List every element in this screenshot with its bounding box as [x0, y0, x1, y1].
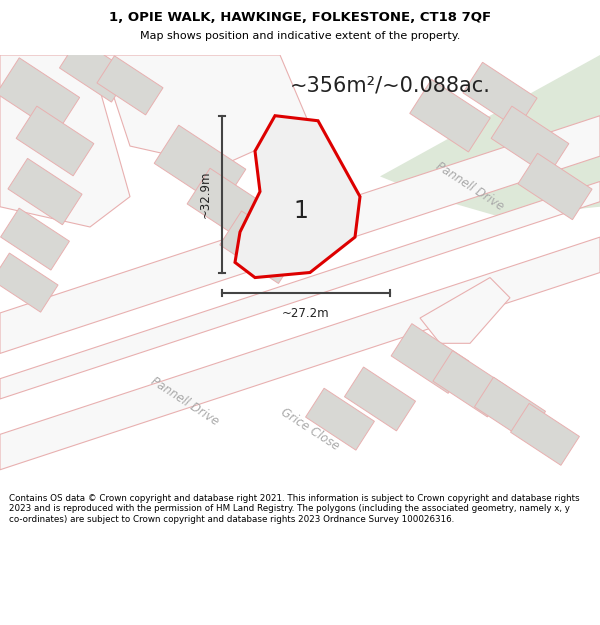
- Polygon shape: [491, 106, 569, 176]
- Polygon shape: [0, 55, 130, 227]
- Text: Pannell Drive: Pannell Drive: [149, 374, 221, 428]
- Text: Pannell Drive: Pannell Drive: [434, 160, 506, 213]
- Polygon shape: [420, 278, 510, 343]
- Polygon shape: [410, 79, 490, 152]
- Text: 1: 1: [294, 199, 309, 222]
- Polygon shape: [0, 58, 80, 133]
- Text: 1, OPIE WALK, HAWKINGE, FOLKESTONE, CT18 7QF: 1, OPIE WALK, HAWKINGE, FOLKESTONE, CT18…: [109, 11, 491, 24]
- Polygon shape: [8, 158, 82, 225]
- Polygon shape: [391, 324, 469, 393]
- Polygon shape: [305, 388, 374, 450]
- Text: ~27.2m: ~27.2m: [282, 307, 330, 320]
- Polygon shape: [475, 377, 545, 441]
- Polygon shape: [433, 351, 507, 417]
- Polygon shape: [1, 208, 70, 270]
- Polygon shape: [0, 116, 600, 353]
- Polygon shape: [220, 211, 300, 284]
- Polygon shape: [518, 153, 592, 220]
- Polygon shape: [100, 55, 310, 166]
- Text: Contains OS data © Crown copyright and database right 2021. This information is : Contains OS data © Crown copyright and d…: [9, 494, 580, 524]
- Polygon shape: [59, 38, 131, 102]
- Polygon shape: [380, 55, 600, 217]
- Polygon shape: [0, 253, 58, 312]
- Text: Map shows position and indicative extent of the property.: Map shows position and indicative extent…: [140, 31, 460, 41]
- Polygon shape: [235, 116, 360, 278]
- Polygon shape: [97, 56, 163, 115]
- Polygon shape: [187, 168, 273, 245]
- Text: ~356m²/~0.088ac.: ~356m²/~0.088ac.: [290, 76, 491, 96]
- Polygon shape: [0, 181, 600, 399]
- Polygon shape: [16, 106, 94, 176]
- Polygon shape: [511, 403, 580, 466]
- Polygon shape: [154, 125, 246, 208]
- Text: Grice Close: Grice Close: [278, 406, 341, 453]
- Text: ~32.9m: ~32.9m: [199, 171, 212, 218]
- Polygon shape: [344, 367, 416, 431]
- Polygon shape: [463, 62, 537, 129]
- Polygon shape: [0, 237, 600, 470]
